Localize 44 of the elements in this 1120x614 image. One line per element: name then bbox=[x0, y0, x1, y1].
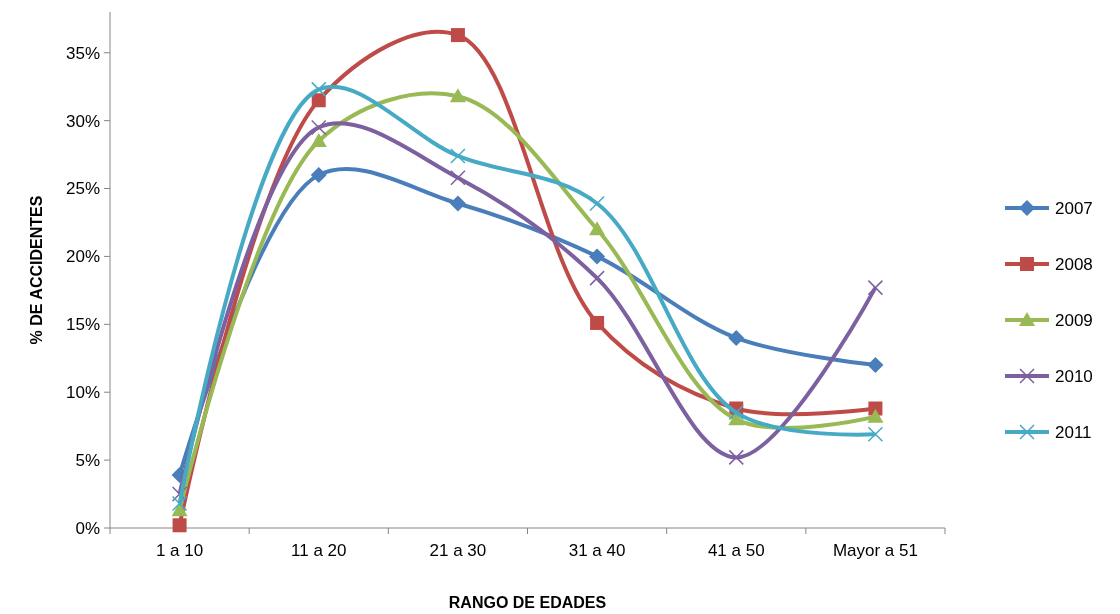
point bbox=[867, 357, 884, 374]
y-tick-label: 35% bbox=[65, 43, 100, 63]
point bbox=[310, 133, 327, 147]
point bbox=[449, 88, 466, 103]
point bbox=[867, 408, 884, 423]
point bbox=[450, 148, 466, 164]
point bbox=[449, 195, 466, 212]
point bbox=[867, 279, 884, 296]
y-tick-label: 5% bbox=[75, 451, 100, 471]
point bbox=[311, 81, 327, 98]
point bbox=[728, 329, 745, 346]
point bbox=[867, 426, 884, 443]
legend-label: 2009 bbox=[1055, 310, 1093, 330]
point bbox=[728, 404, 744, 421]
legend-label: 2008 bbox=[1055, 254, 1093, 274]
x-tick-label: 21 a 30 bbox=[429, 541, 487, 560]
x-tick-label: 31 a 40 bbox=[568, 541, 626, 560]
point bbox=[589, 248, 606, 265]
y-tick-label: 0% bbox=[75, 518, 100, 538]
legend-label: 2010 bbox=[1055, 366, 1093, 386]
point bbox=[171, 495, 188, 512]
point bbox=[450, 169, 466, 186]
point bbox=[311, 119, 327, 136]
legend-label: 2007 bbox=[1055, 198, 1093, 218]
y-tick-label: 20% bbox=[65, 247, 100, 267]
point bbox=[450, 28, 465, 43]
point bbox=[728, 449, 744, 466]
point bbox=[590, 315, 605, 330]
point bbox=[311, 93, 326, 108]
y-tick-label: 25% bbox=[65, 179, 100, 199]
x-tick-label: Mayor a 51 bbox=[832, 541, 918, 560]
point bbox=[589, 195, 605, 212]
y-axis-title: % DE ACCIDENTES bbox=[28, 195, 45, 345]
x-tick-label: 11 a 20 bbox=[291, 541, 347, 560]
x-axis-title: RANGO DE EDADES bbox=[448, 594, 607, 611]
x-tick-label: 41 a 50 bbox=[707, 541, 765, 560]
point bbox=[589, 221, 606, 236]
y-tick-label: 30% bbox=[65, 111, 100, 131]
y-tick-label: 15% bbox=[65, 315, 100, 335]
y-tick-label: 10% bbox=[65, 383, 100, 403]
point bbox=[310, 166, 327, 183]
x-tick-label: 1 a 10 bbox=[155, 541, 204, 560]
point bbox=[172, 518, 187, 533]
legend-label: 2011 bbox=[1055, 422, 1092, 442]
